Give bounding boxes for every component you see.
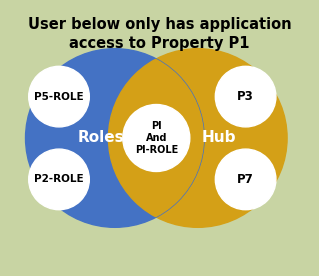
Ellipse shape <box>108 49 287 227</box>
Text: PI
And
PI-ROLE: PI And PI-ROLE <box>135 121 178 155</box>
Text: P3: P3 <box>237 90 254 103</box>
Ellipse shape <box>123 105 190 171</box>
Ellipse shape <box>29 149 89 210</box>
Ellipse shape <box>215 66 276 127</box>
Ellipse shape <box>215 149 276 210</box>
Text: P7: P7 <box>237 173 254 186</box>
Text: Roles: Roles <box>77 131 124 145</box>
Text: Hub: Hub <box>201 131 236 145</box>
Text: P2-ROLE: P2-ROLE <box>34 174 84 184</box>
Ellipse shape <box>26 49 204 227</box>
Text: P5-ROLE: P5-ROLE <box>34 92 84 102</box>
Ellipse shape <box>108 49 287 227</box>
Ellipse shape <box>29 66 89 127</box>
Text: User below only has application
access to Property P1: User below only has application access t… <box>28 17 291 51</box>
